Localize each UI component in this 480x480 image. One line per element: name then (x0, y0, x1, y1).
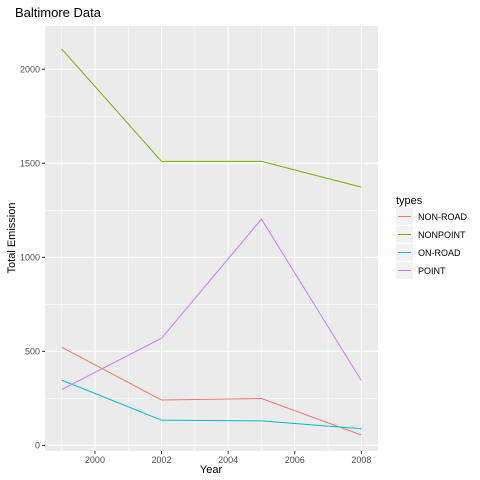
legend-title: types (396, 195, 423, 207)
legend-items: NON-ROAD NONPOINT ON-ROAD POINT (396, 208, 467, 279)
x-axis-title: Year (200, 464, 223, 476)
x-tick-label: 2006 (285, 455, 305, 465)
y-axis-title: Total Emission (6, 203, 18, 274)
axes: 2000 2002 2004 2006 2008 0 500 1000 1500 2000 (20, 64, 371, 465)
x-tick-label: 2000 (85, 455, 105, 465)
series-line-nonpoint (61, 48, 362, 188)
y-tick-label: 2000 (20, 64, 40, 74)
grid-lines (45, 26, 378, 451)
legend: types NON-ROAD NONPOINT ON-ROAD POINT (396, 195, 467, 279)
x-tick-label: 2004 (218, 455, 238, 465)
x-tick-label: 2002 (152, 455, 172, 465)
legend-label: NON-ROAD (418, 212, 467, 222)
series-line-non-road (61, 346, 362, 436)
y-tick-label: 0 (35, 440, 40, 450)
series-lines (61, 48, 362, 436)
chart-title: Baltimore Data (15, 5, 102, 20)
legend-label: ON-ROAD (418, 248, 461, 258)
x-tick-label: 2008 (351, 455, 371, 465)
legend-label: NONPOINT (418, 230, 466, 240)
legend-label: POINT (418, 266, 446, 276)
y-tick-label: 1500 (20, 158, 40, 168)
series-line-on-road (61, 379, 362, 430)
y-tick-label: 1000 (20, 252, 40, 262)
series-line-point (61, 218, 362, 390)
plot-panel (45, 26, 378, 451)
y-tick-label: 500 (25, 346, 40, 356)
